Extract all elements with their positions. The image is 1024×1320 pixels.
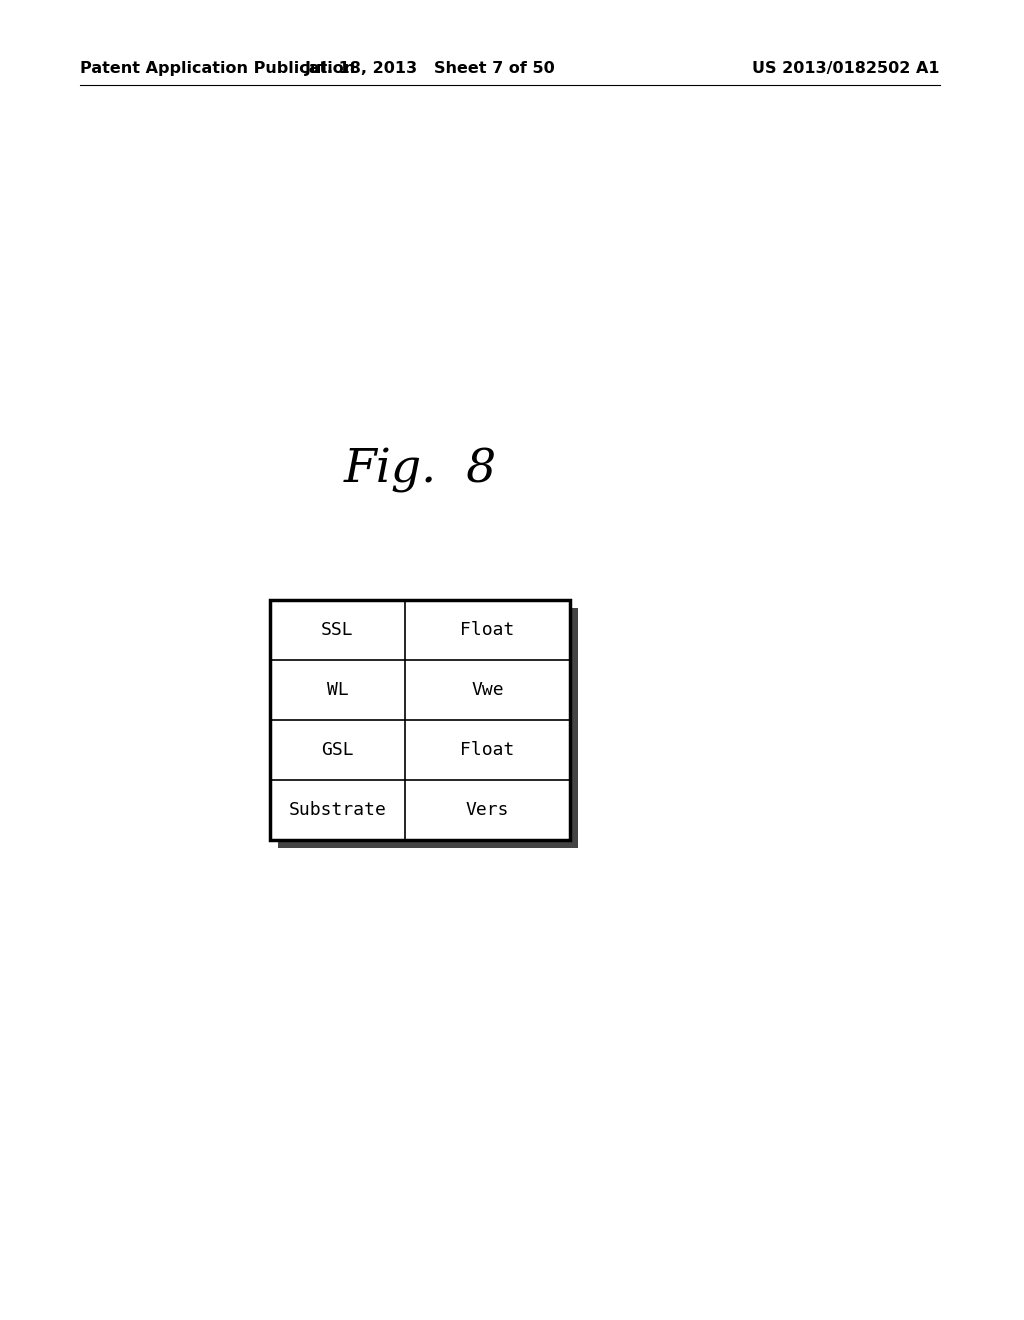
Text: Patent Application Publication: Patent Application Publication xyxy=(80,61,355,75)
Text: Vwe: Vwe xyxy=(471,681,504,700)
Text: Jul. 18, 2013   Sheet 7 of 50: Jul. 18, 2013 Sheet 7 of 50 xyxy=(304,61,555,75)
Text: GSL: GSL xyxy=(322,741,354,759)
Text: Float: Float xyxy=(461,741,515,759)
Bar xyxy=(270,601,570,840)
Text: Vers: Vers xyxy=(466,801,509,818)
Text: Fig.  8: Fig. 8 xyxy=(343,447,497,492)
Bar xyxy=(278,609,578,847)
Text: US 2013/0182502 A1: US 2013/0182502 A1 xyxy=(753,61,940,75)
Text: WL: WL xyxy=(327,681,348,700)
Text: SSL: SSL xyxy=(322,620,354,639)
Text: Float: Float xyxy=(461,620,515,639)
Text: Substrate: Substrate xyxy=(289,801,386,818)
